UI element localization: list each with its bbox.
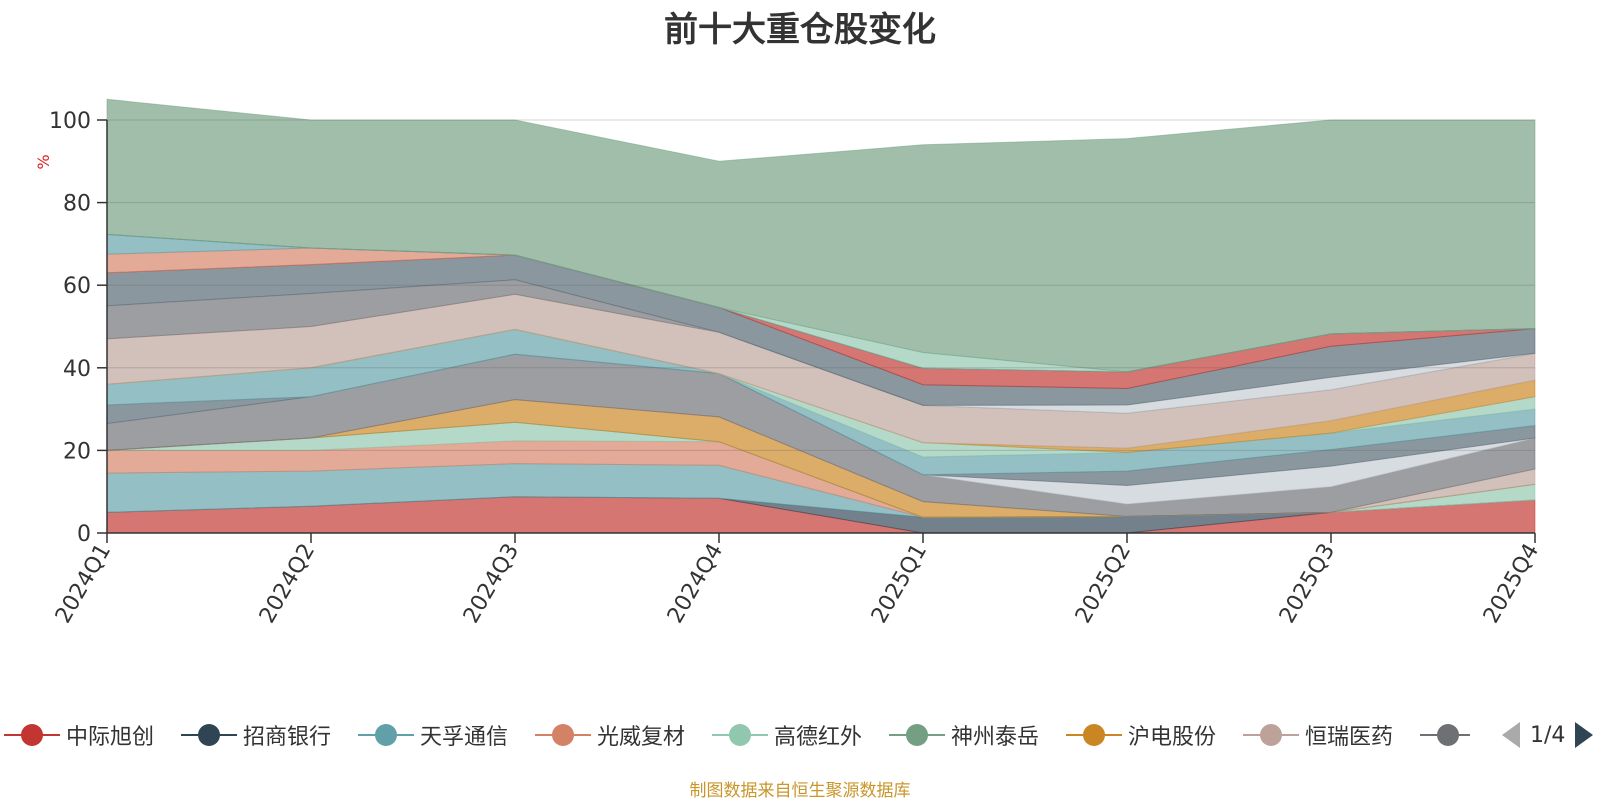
y-tick-label: 20 xyxy=(63,439,91,464)
x-tick-label: 2024Q3 xyxy=(459,540,524,628)
legend-item[interactable]: 神州泰岳 xyxy=(889,705,1039,765)
area-series-23 xyxy=(106,98,1536,373)
x-tick-label: 2025Q3 xyxy=(1275,540,1340,628)
y-tick-label: 100 xyxy=(49,109,91,134)
y-tick-label: 0 xyxy=(77,522,91,547)
legend-line-circle-icon xyxy=(181,724,237,746)
x-tick-label: 2024Q4 xyxy=(663,540,728,628)
legend-item[interactable]: 天孚通信 xyxy=(358,705,508,765)
legend-item[interactable]: 招商银行 xyxy=(181,705,331,765)
legend-label: 恒瑞医药 xyxy=(1305,725,1394,750)
chart-title: 前十大重仓股变化 xyxy=(664,10,936,50)
legend-label: 招商银行 xyxy=(243,725,332,750)
legend-item[interactable]: 沪电股份 xyxy=(1066,705,1216,765)
legend-item[interactable]: 高德红外 xyxy=(712,705,862,765)
x-tick-label: 2024Q2 xyxy=(255,540,320,628)
x-tick-label: 2025Q2 xyxy=(1071,540,1136,628)
legend-label: 光威复材 xyxy=(597,725,686,750)
legend-label: 神州泰岳 xyxy=(951,725,1040,750)
legend-page-indicator: 1/4 xyxy=(1530,722,1566,748)
legend-line-circle-icon xyxy=(712,724,768,746)
legend-line-circle-icon xyxy=(889,724,945,746)
x-tick-label: 2024Q1 xyxy=(51,540,116,628)
legend-prev-arrow-icon[interactable] xyxy=(1500,720,1522,750)
plot-area: 0 20 40 60 80 100% 2024Q1 2024Q2 2024Q3 2024Q4 202… xyxy=(34,98,1544,628)
x-tick-label: 2025Q4 xyxy=(1479,540,1544,628)
legend-item[interactable]: … xyxy=(1420,705,1470,765)
y-tick-label: 80 xyxy=(63,192,91,217)
legend-next-arrow-icon[interactable] xyxy=(1573,720,1595,750)
legend-item[interactable]: 光威复材 xyxy=(535,705,685,765)
legend-item[interactable]: 中际旭创 xyxy=(4,705,154,765)
legend-line-circle-icon xyxy=(4,724,60,746)
legend-line-circle-icon xyxy=(1243,724,1299,746)
y-axis-unit-label: % xyxy=(34,154,53,169)
stacked-area-chart: 0 20 40 60 80 100% 2024Q1 2024Q2 2024Q3 2024Q4 202… xyxy=(34,98,1544,628)
x-tick-label: 2025Q1 xyxy=(867,540,932,628)
legend: 中际旭创 招商银行 天孚通信 光威复材 高德红外 神州泰岳 沪电股份 恒瑞医药 … xyxy=(0,705,1470,765)
legend-line-circle-icon xyxy=(1066,724,1122,746)
legend-pager: 1/4 xyxy=(1500,718,1595,752)
legend-line-circle-icon xyxy=(535,724,591,746)
legend-label: 沪电股份 xyxy=(1128,725,1217,750)
legend-label: 天孚通信 xyxy=(420,725,509,750)
y-tick-label: 60 xyxy=(63,274,91,299)
legend-label: 高德红外 xyxy=(774,725,863,750)
legend-item[interactable]: 恒瑞医药 xyxy=(1243,705,1393,765)
legend-line-circle-icon xyxy=(358,724,414,746)
data-source-note: 制图数据来自恒生聚源数据库 xyxy=(689,781,911,801)
legend-label: 中际旭创 xyxy=(66,725,155,750)
y-tick-label: 40 xyxy=(63,357,91,382)
legend-line-circle-icon xyxy=(1420,724,1470,746)
